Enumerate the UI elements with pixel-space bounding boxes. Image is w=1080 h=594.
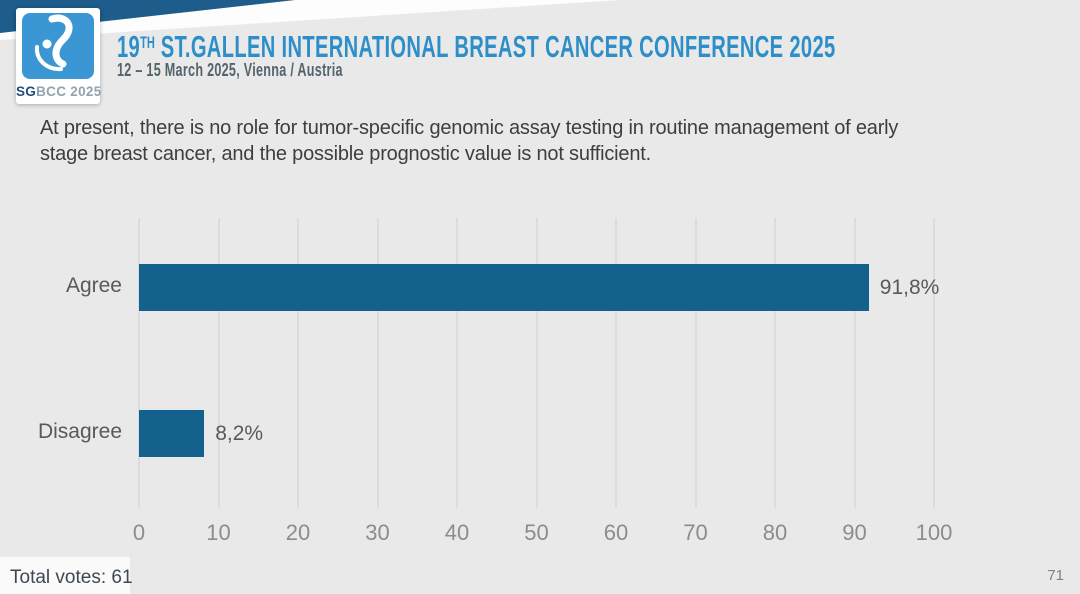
x-tick-label-60: 60 [603, 520, 629, 545]
title-ordinal-sup: TH [140, 33, 155, 52]
title-rest: ST.GALLEN INTERNATIONAL BREAST CANCER CO… [154, 29, 836, 64]
gridline-x-10 [217, 218, 220, 508]
poll-question-line2: stage breast cancer, and the possible pr… [40, 143, 651, 165]
conference-date-text: 12 – 15 March 2025, Vienna / Austria [117, 60, 343, 80]
logo-caption-rest: BCC 2025 [36, 84, 102, 99]
slide-page-number: 71 [1047, 567, 1064, 584]
x-tick-label-80: 80 [762, 520, 788, 545]
sgbcc-logo-card: SGBCC 2025 [16, 8, 102, 104]
gridline-x-70 [694, 218, 697, 508]
logo-caption-sg: SG [16, 84, 37, 99]
conference-title-text: 19TH ST.GALLEN INTERNATIONAL BREAST CANC… [117, 27, 836, 62]
bar-disagree [139, 410, 205, 457]
x-tick-label-20: 20 [285, 520, 311, 545]
conference-title: 19TH ST.GALLEN INTERNATIONAL BREAST CANC… [117, 27, 1080, 62]
title-number: 19 [117, 29, 141, 64]
breast-glyph-icon [34, 14, 73, 72]
value-label-disagree: 8,2% [215, 421, 264, 445]
value-label-agree: 91,8% [879, 275, 940, 299]
category-label-agree: Agree [65, 273, 122, 297]
total-votes-label: Total votes: 61 [10, 567, 133, 588]
logo-caption: SGBCC 2025 [16, 84, 102, 99]
gridline-x-100 [933, 218, 935, 508]
gridline-x-80 [774, 218, 776, 508]
x-tick-label-50: 50 [524, 520, 549, 545]
category-label-disagree: Disagree [37, 419, 122, 443]
gridline-x-40 [456, 218, 458, 508]
x-tick-label-30: 30 [365, 520, 390, 545]
conference-date-location: 12 – 15 March 2025, Vienna / Austria [117, 59, 440, 81]
gridline-x-90 [853, 218, 856, 508]
poll-question: At present, there is no role for tumor-s… [40, 115, 898, 167]
white-wedge [0, 0, 620, 40]
gridline-x-60 [615, 218, 617, 508]
x-tick-label-0: 0 [132, 520, 146, 545]
sgbcc-logo-icon [22, 13, 94, 79]
gridline-x-0 [138, 218, 140, 508]
bar-agree [139, 264, 869, 311]
x-tick-label-90: 90 [842, 520, 867, 545]
gridline-x-50 [535, 218, 538, 508]
gridline-x-20 [297, 218, 299, 508]
x-tick-label-40: 40 [444, 520, 470, 545]
total-votes-box [0, 557, 130, 594]
x-tick-label-70: 70 [683, 520, 708, 545]
x-tick-label-100: 100 [915, 520, 953, 545]
x-tick-label-10: 10 [206, 520, 231, 545]
poll-question-line1: At present, there is no role for tumor-s… [40, 117, 899, 139]
gridline-x-30 [376, 218, 379, 508]
